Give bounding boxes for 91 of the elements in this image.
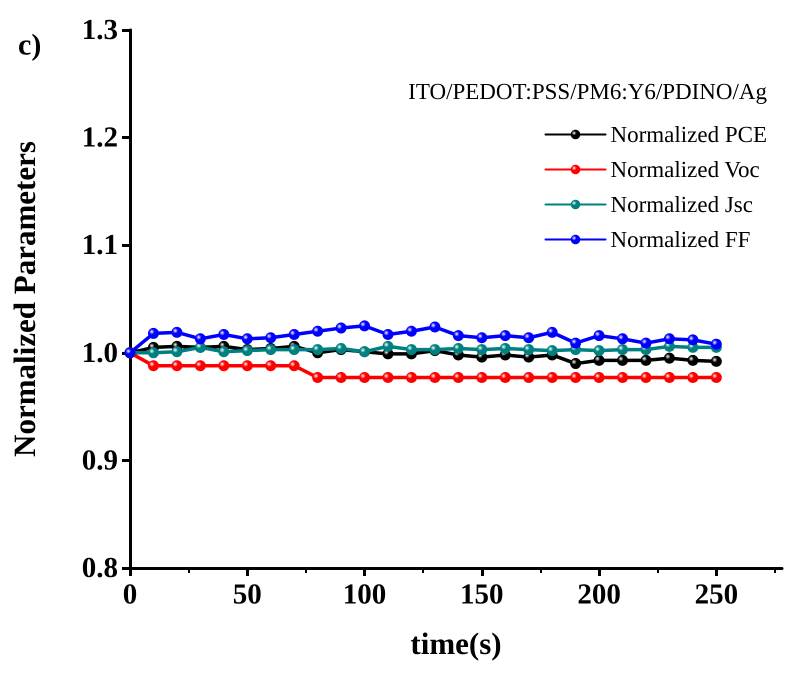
legend-title: ITO/PEDOT:PSS/PM6:Y6/PDINO/Ag — [408, 79, 768, 104]
point — [171, 326, 182, 338]
point — [710, 356, 722, 367]
point — [171, 360, 182, 372]
point — [687, 334, 698, 346]
point — [617, 344, 628, 356]
point — [218, 329, 230, 340]
point — [664, 372, 675, 384]
point — [312, 326, 324, 337]
point — [664, 352, 675, 364]
point — [336, 372, 347, 384]
point — [148, 360, 159, 372]
legend-label: Normalized PCE — [610, 122, 768, 147]
y-tick-label: 1.2 — [82, 122, 118, 154]
x-tick-label: 250 — [694, 578, 738, 610]
point — [710, 338, 722, 350]
point — [546, 345, 558, 356]
point — [406, 372, 417, 384]
point — [382, 329, 394, 340]
point — [594, 372, 605, 384]
point — [617, 372, 628, 384]
point — [148, 328, 159, 339]
point — [640, 338, 652, 349]
point — [288, 329, 300, 340]
point — [594, 354, 605, 366]
point — [687, 372, 698, 384]
point — [452, 343, 464, 354]
point — [594, 345, 605, 356]
point — [640, 372, 652, 384]
point — [242, 333, 253, 344]
point — [523, 332, 534, 344]
point — [148, 347, 159, 358]
point — [594, 330, 605, 342]
point — [640, 354, 652, 366]
y-axis-title: Normalized Parameters — [7, 141, 42, 457]
y-tick-label: 1.3 — [82, 14, 118, 46]
point — [429, 321, 440, 332]
x-tick-label: 200 — [577, 578, 621, 610]
point — [523, 372, 534, 384]
point — [500, 330, 511, 342]
point — [500, 372, 511, 384]
point — [429, 372, 440, 384]
point — [336, 322, 347, 334]
point — [476, 372, 488, 384]
point — [617, 333, 628, 344]
point — [359, 372, 370, 384]
point — [476, 344, 488, 356]
point — [710, 372, 722, 384]
y-tick-label: 1.1 — [82, 229, 118, 262]
point — [406, 326, 417, 337]
point — [218, 360, 230, 372]
x-tick-label: 50 — [232, 578, 262, 610]
point — [687, 354, 698, 366]
text: c) — [18, 28, 42, 62]
x-tick-label: 150 — [460, 578, 504, 610]
point — [218, 346, 230, 358]
point — [312, 372, 324, 384]
point — [476, 332, 488, 344]
point — [617, 354, 628, 366]
point — [546, 326, 558, 338]
legend-label: Normalized Jsc — [610, 192, 753, 217]
point — [523, 344, 534, 356]
point — [452, 372, 464, 384]
point — [570, 338, 582, 349]
x-axis-title: time(s) — [410, 626, 502, 661]
y-tick-label: 0.8 — [82, 552, 118, 584]
point — [500, 343, 511, 354]
point — [265, 360, 276, 372]
y-tick-label: 1.0 — [82, 336, 118, 369]
point — [194, 333, 206, 344]
point — [242, 360, 253, 372]
x-tick-label: 0 — [122, 578, 138, 610]
point — [570, 372, 582, 384]
point — [171, 346, 182, 358]
point — [288, 360, 300, 372]
legend-label: Normalized Voc — [610, 157, 760, 182]
point — [452, 330, 464, 342]
point — [546, 372, 558, 384]
point — [288, 344, 300, 356]
point — [664, 333, 675, 344]
point — [406, 344, 417, 356]
point — [265, 332, 276, 344]
legend-label: Normalized FF — [610, 227, 750, 252]
point — [194, 360, 206, 372]
point — [570, 358, 582, 370]
point — [382, 340, 394, 352]
point — [359, 320, 370, 332]
x-tick-label: 100 — [342, 578, 386, 610]
y-tick-label: 0.9 — [82, 444, 118, 476]
point — [382, 372, 394, 384]
point — [312, 344, 324, 356]
